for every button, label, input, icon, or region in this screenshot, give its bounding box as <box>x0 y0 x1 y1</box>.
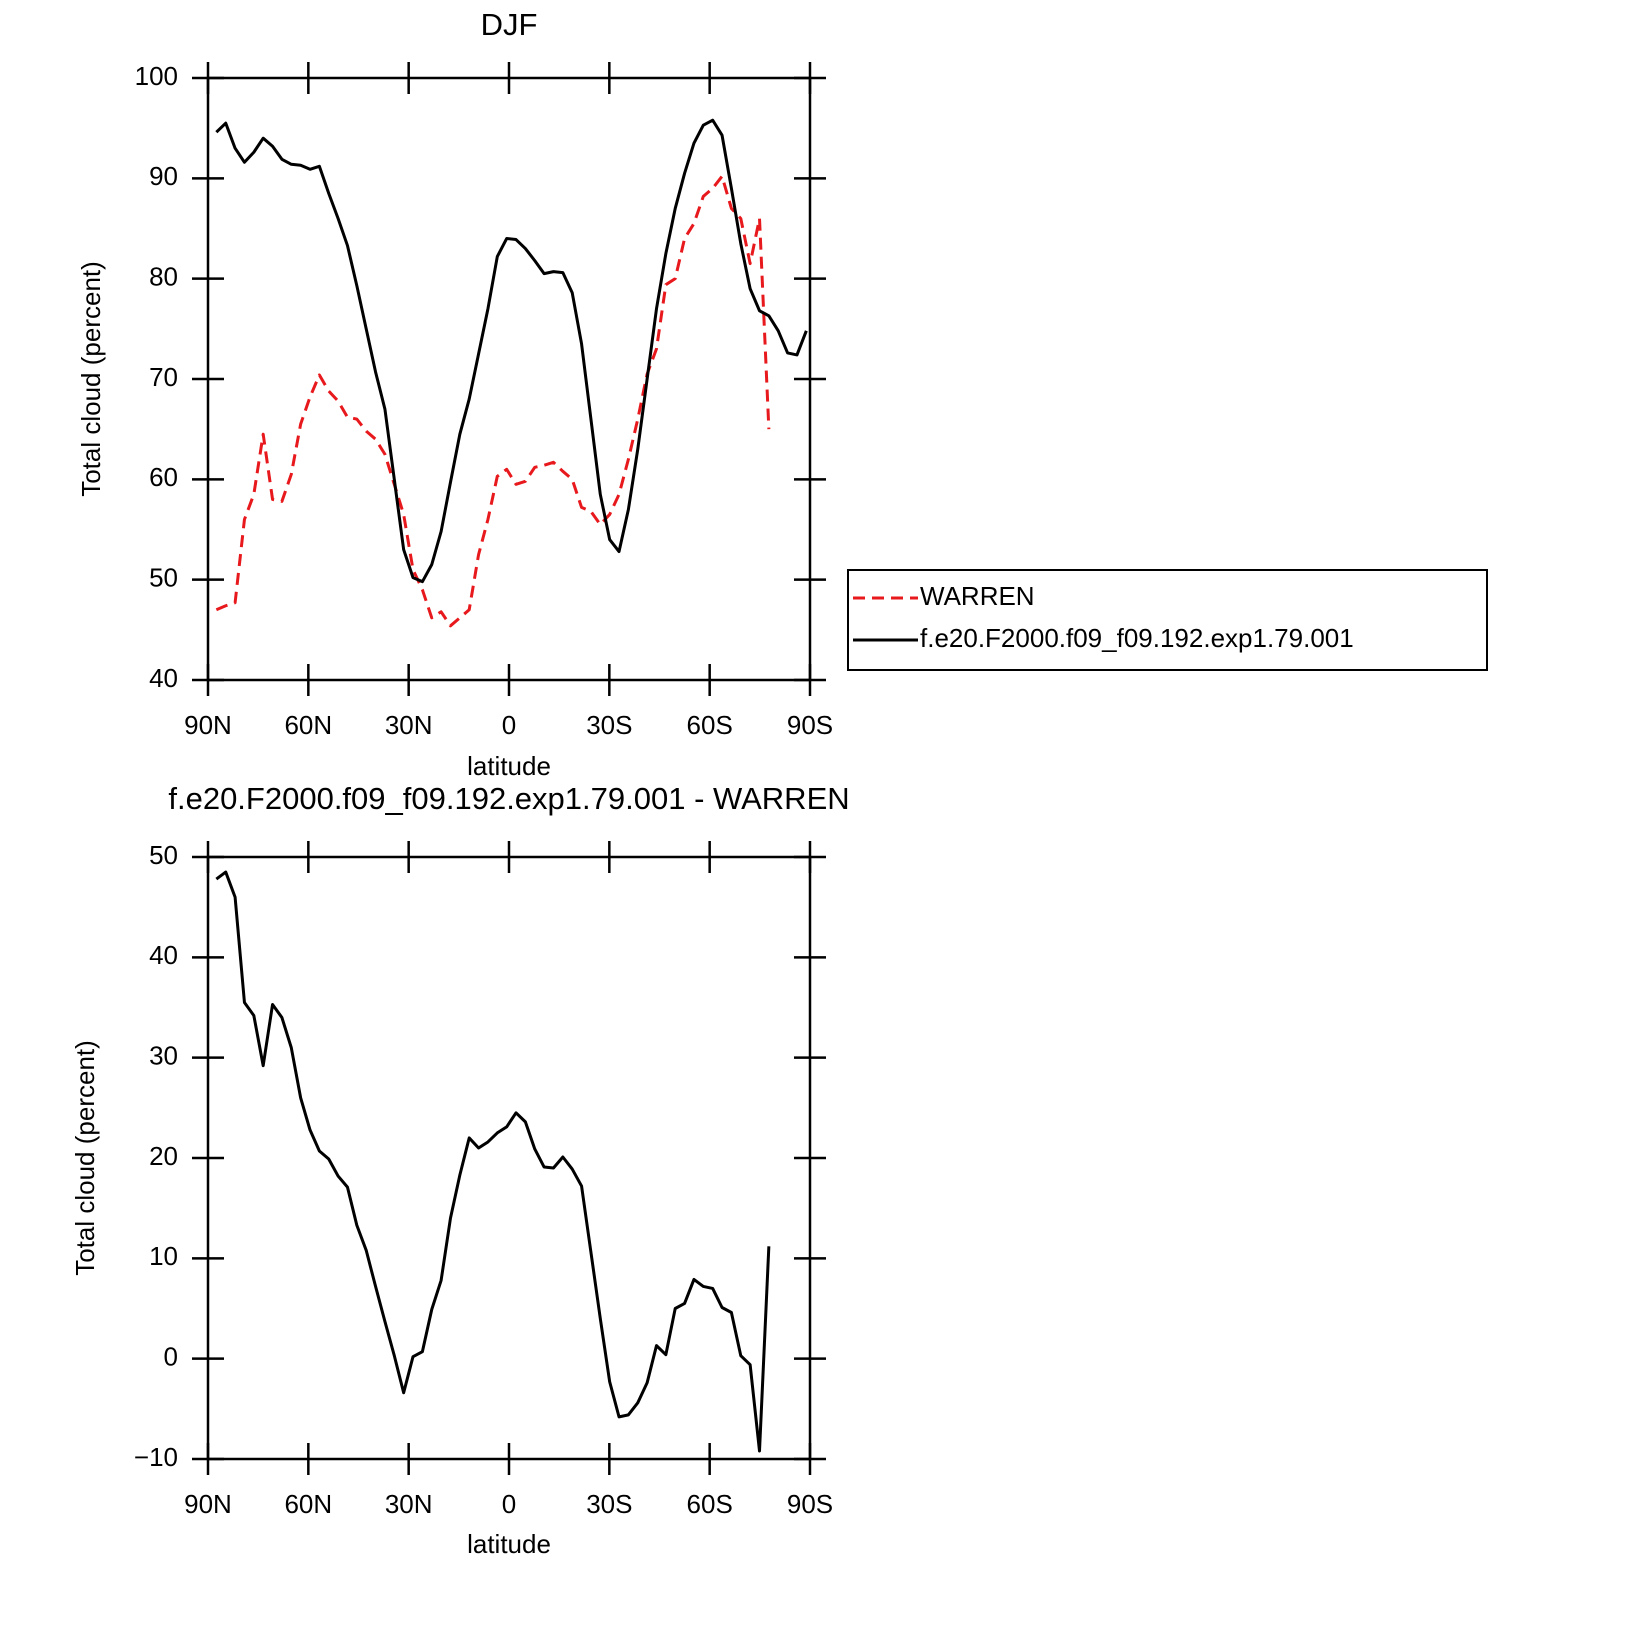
y-tick-label: 60 <box>149 462 178 492</box>
y-tick-label: −10 <box>134 1442 178 1472</box>
data-line <box>215 174 771 628</box>
x-tick-label: 0 <box>502 710 516 740</box>
x-tick-label: 90S <box>787 710 833 740</box>
y-tick-label: 20 <box>149 1141 178 1171</box>
chart-title: f.e20.F2000.f09_f09.192.exp1.79.001 - WA… <box>168 781 849 816</box>
x-tick-label: 30S <box>586 710 632 740</box>
y-tick-label: 10 <box>149 1241 178 1271</box>
x-tick-label: 60S <box>687 710 733 740</box>
y-axis-label: Total cloud (percent) <box>76 261 106 497</box>
y-tick-label: 40 <box>149 663 178 693</box>
data-line <box>215 118 808 584</box>
plot-frame <box>206 855 812 1461</box>
x-tick-label: 60S <box>687 1489 733 1519</box>
y-tick-label: 40 <box>149 940 178 970</box>
x-tick-label: 90S <box>787 1489 833 1519</box>
chart-title: DJF <box>481 7 538 42</box>
legend-label: WARREN <box>920 581 1035 611</box>
x-tick-label: 90N <box>184 710 232 740</box>
y-tick-label: 50 <box>149 840 178 870</box>
legend-label: f.e20.F2000.f09_f09.192.exp1.79.001 <box>920 623 1354 653</box>
y-tick-label: 90 <box>149 161 178 191</box>
data-line <box>215 870 771 1453</box>
x-tick-label: 60N <box>284 1489 332 1519</box>
legend-box <box>847 569 1488 671</box>
x-tick-label: 90N <box>184 1489 232 1519</box>
x-tick-label: 30S <box>586 1489 632 1519</box>
y-tick-label: 80 <box>149 262 178 292</box>
plot-frame <box>206 76 812 682</box>
x-tick-label: 30N <box>385 710 433 740</box>
x-tick-label: 60N <box>284 710 332 740</box>
x-axis-label: latitude <box>467 1529 551 1559</box>
y-tick-label: 50 <box>149 563 178 593</box>
x-tick-label: 30N <box>385 1489 433 1519</box>
y-tick-label: 100 <box>135 61 178 91</box>
y-tick-label: 30 <box>149 1041 178 1071</box>
x-axis-label: latitude <box>467 751 551 781</box>
y-axis-label: Total cloud (percent) <box>70 1040 100 1276</box>
y-tick-label: 70 <box>149 362 178 392</box>
x-tick-label: 0 <box>502 1489 516 1519</box>
y-tick-label: 0 <box>164 1342 178 1372</box>
